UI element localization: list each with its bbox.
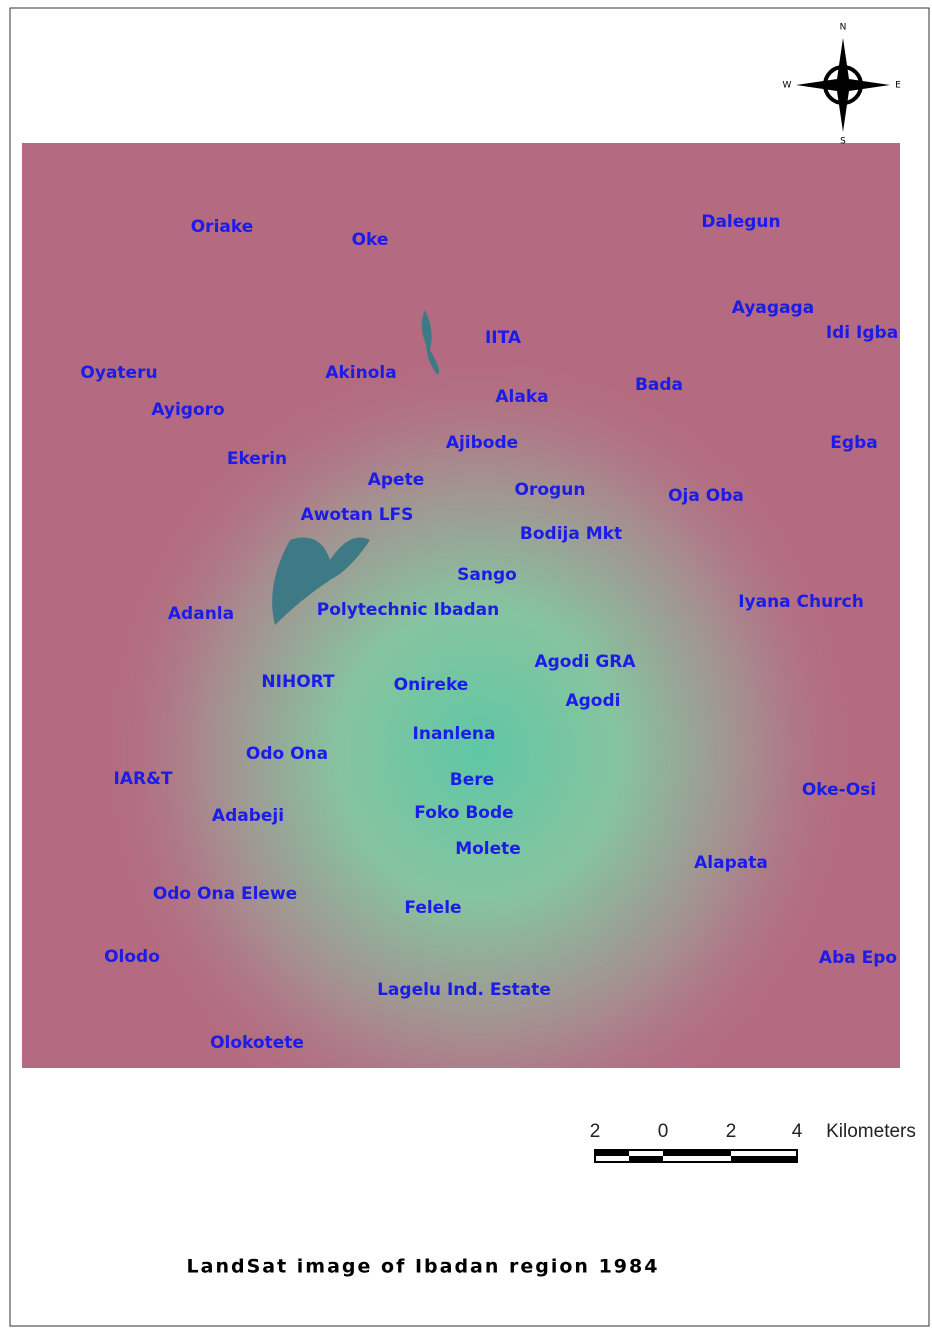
place-label: Awotan LFS xyxy=(301,505,414,525)
place-label: Ekerin xyxy=(227,449,287,469)
place-label: Aba Epo xyxy=(819,948,897,968)
scale-bar xyxy=(594,1149,798,1163)
place-label: Alaka xyxy=(495,387,548,407)
place-label: Iyana Church xyxy=(738,592,864,612)
place-label: Bodija Mkt xyxy=(520,524,622,544)
place-label: Akinola xyxy=(325,363,396,383)
place-label: Ajibode xyxy=(446,433,518,453)
place-label: Foko Bode xyxy=(414,803,513,823)
place-label: Polytechnic Ibadan xyxy=(317,600,500,620)
place-label: Bada xyxy=(635,375,683,395)
place-label: Onireke xyxy=(394,675,469,695)
place-label: Molete xyxy=(455,839,521,859)
scale-tick-label: 2 xyxy=(590,1121,601,1142)
place-label: Ayigoro xyxy=(151,400,224,420)
place-label: Olodo xyxy=(104,947,160,967)
place-label: Agodi GRA xyxy=(534,652,636,672)
scale-unit: Kilometers xyxy=(826,1121,916,1142)
urban-area xyxy=(22,143,900,1068)
scale-tick-label: 2 xyxy=(726,1121,737,1142)
map-title: LandSat image of Ibadan region 1984 xyxy=(187,1256,660,1278)
place-label: Inanlena xyxy=(413,724,496,744)
place-label: Oke xyxy=(352,230,389,250)
compass-e: E xyxy=(895,81,901,91)
place-label: NIHORT xyxy=(261,672,335,692)
compass: N E S W xyxy=(783,23,902,147)
place-label: IITA xyxy=(485,328,522,348)
place-label: Odo Ona Elewe xyxy=(153,884,297,904)
place-label: Dalegun xyxy=(701,212,780,232)
place-label: Odo Ona xyxy=(246,744,328,764)
place-label: Olokotete xyxy=(210,1033,304,1053)
place-label: Oyateru xyxy=(80,363,157,383)
scale-tick-label: 0 xyxy=(658,1121,669,1142)
place-label: Sango xyxy=(457,565,517,585)
place-label: Oriake xyxy=(191,217,254,237)
place-label: Idi Igba xyxy=(826,323,898,343)
place-label: Orogun xyxy=(515,480,586,500)
place-label: Felele xyxy=(404,898,461,918)
compass-s: S xyxy=(840,137,846,147)
place-label: Adabeji xyxy=(212,806,284,826)
reservoir xyxy=(272,310,439,625)
page-frame xyxy=(9,7,930,1327)
place-label: Bere xyxy=(450,770,494,790)
scale-tick-label: 4 xyxy=(792,1121,803,1142)
place-label: Alapata xyxy=(694,853,768,873)
place-label: Oja Oba xyxy=(668,486,744,506)
place-label: Adanla xyxy=(168,604,234,624)
place-label: Lagelu Ind. Estate xyxy=(377,980,551,1000)
compass-n: N xyxy=(840,23,847,33)
place-label: Agodi xyxy=(565,691,620,711)
place-label: IAR&T xyxy=(114,769,173,789)
place-label: Egba xyxy=(830,433,877,453)
place-label: Oke-Osi xyxy=(802,780,876,800)
compass-w: W xyxy=(783,81,792,91)
place-label: Apete xyxy=(368,470,425,490)
place-label: Ayagaga xyxy=(732,298,814,318)
